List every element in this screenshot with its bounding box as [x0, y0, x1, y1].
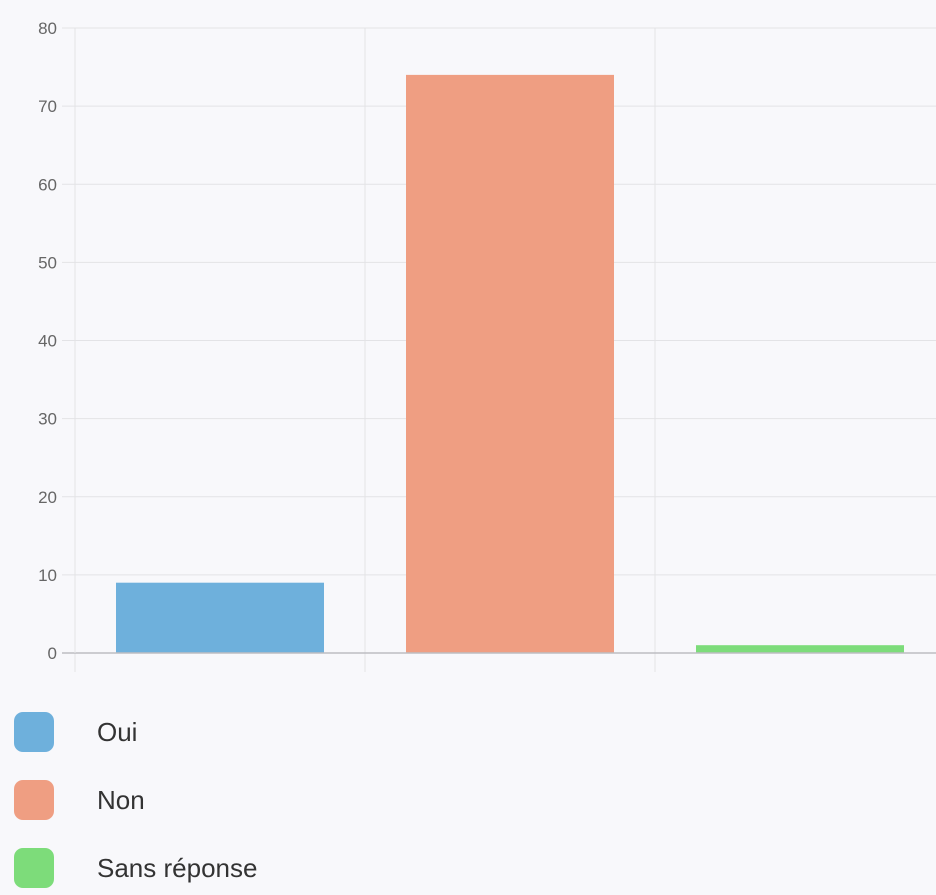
y-tick-label: 30 — [38, 410, 57, 429]
y-tick-label: 40 — [38, 332, 57, 351]
legend-item[interactable]: Oui — [14, 712, 257, 752]
legend-label: Non — [97, 784, 145, 815]
y-tick-label: 60 — [38, 175, 57, 194]
bar-non[interactable] — [406, 74, 614, 653]
y-tick-label: 70 — [38, 97, 57, 116]
legend-swatch — [14, 780, 54, 820]
y-tick-label: 10 — [38, 566, 57, 585]
y-tick-label: 50 — [38, 253, 57, 272]
legend-item[interactable]: Sans réponse — [14, 848, 257, 888]
legend-item[interactable]: Non — [14, 780, 257, 820]
axes: 0 10 20 30 40 50 60 70 80 — [38, 19, 936, 663]
bars — [116, 74, 904, 653]
legend-swatch — [14, 712, 54, 752]
bar-sans-r-ponse[interactable] — [696, 645, 904, 653]
y-tick-label: 20 — [38, 488, 57, 507]
bar-oui[interactable] — [116, 582, 324, 653]
bar-chart: 0 10 20 30 40 50 60 70 80 — [38, 19, 936, 672]
y-tick-label: 80 — [38, 19, 57, 38]
chart-legend: Oui Non Sans réponse — [14, 712, 257, 888]
legend-swatch — [14, 848, 54, 888]
legend-label: Oui — [97, 716, 138, 747]
y-tick-label: 0 — [48, 644, 57, 663]
legend-label: Sans réponse — [97, 852, 258, 883]
